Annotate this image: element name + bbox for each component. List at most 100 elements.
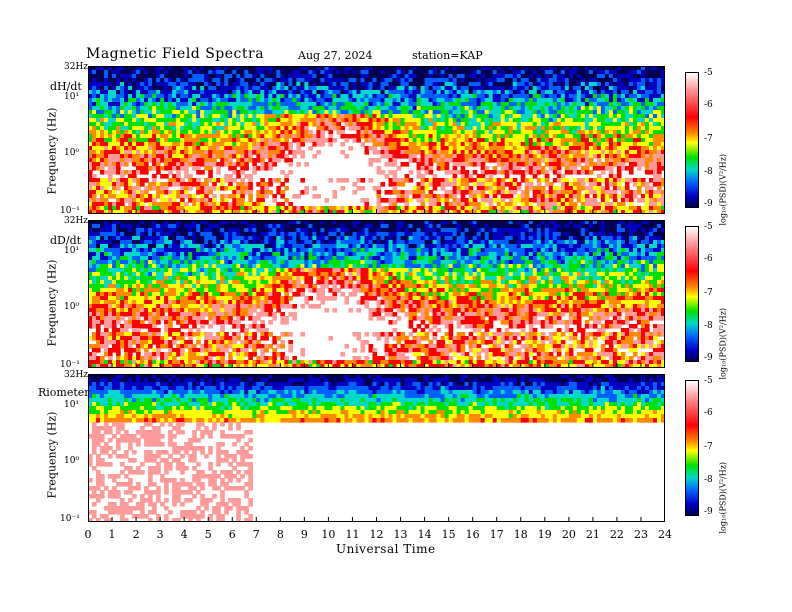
spectrogram-cell <box>208 126 213 131</box>
spectrogram-cell <box>172 122 177 127</box>
spectrogram-cell <box>100 284 105 289</box>
spectrogram-cell <box>148 158 153 163</box>
spectrogram-cell <box>88 190 93 195</box>
spectrogram-cell <box>124 122 129 127</box>
spectrogram-cell <box>280 210 285 214</box>
spectrogram-cell <box>148 138 153 143</box>
spectrogram-cell <box>248 130 253 135</box>
spectrogram-cell <box>280 170 285 175</box>
spectrogram-cell <box>536 182 542 187</box>
spectrogram-cell <box>564 198 570 203</box>
spectrogram-cell <box>512 166 518 171</box>
spectrogram-cell <box>116 252 121 257</box>
spectrogram-cell <box>552 66 558 71</box>
spectrogram-cell <box>232 66 237 71</box>
spectrogram-cell <box>340 178 346 183</box>
spectrogram-cell <box>556 114 562 119</box>
spectrogram-cell <box>288 114 293 119</box>
spectrogram-cell <box>176 126 181 131</box>
spectrogram-cell <box>232 110 237 115</box>
spectrogram-cell <box>108 332 113 337</box>
spectrogram-cell <box>268 138 273 143</box>
spectrogram-cell <box>520 174 526 179</box>
spectrogram-cell <box>112 272 117 277</box>
spectrogram-cell <box>116 348 121 353</box>
spectrogram-cell <box>548 210 554 214</box>
spectrogram-cell <box>144 130 149 135</box>
spectrogram-cell <box>592 146 598 151</box>
spectrogram-cell <box>452 86 458 91</box>
spectrogram-cell <box>268 118 273 123</box>
spectrogram-cell <box>448 150 454 155</box>
spectrogram-cell <box>272 194 277 199</box>
spectrogram-cell <box>504 194 510 199</box>
spectrogram-cell <box>196 106 201 111</box>
spectrogram-cell <box>456 66 462 71</box>
spectrogram-cell <box>180 126 185 131</box>
spectrogram-cell <box>180 98 185 103</box>
spectrogram-cell <box>532 150 538 155</box>
spectrogram-cell <box>556 122 562 127</box>
spectrogram-cell <box>628 202 634 207</box>
spectrogram-cell <box>432 178 438 183</box>
spectrogram-cell <box>600 114 606 119</box>
spectrogram-cell <box>360 94 366 99</box>
spectrogram-cell <box>584 78 590 83</box>
spectrogram-cell <box>116 316 121 321</box>
spectrogram-cell <box>244 138 249 143</box>
spectrogram-cell <box>216 102 221 107</box>
spectrogram-cell <box>112 288 117 293</box>
spectrogram-cell <box>468 210 474 214</box>
spectrogram-cell <box>384 146 390 151</box>
spectrogram-cell <box>404 102 410 107</box>
spectrogram-cell <box>328 134 334 139</box>
spectrogram-cell <box>128 178 133 183</box>
spectrogram-cell <box>440 194 446 199</box>
spectrogram-cell <box>464 86 470 91</box>
spectrogram-cell <box>608 178 614 183</box>
spectrogram-cell <box>556 94 562 99</box>
spectrogram-cell <box>264 210 269 214</box>
spectrogram-cell <box>652 138 658 143</box>
spectrogram-cell <box>340 110 346 115</box>
spectrogram-cell <box>636 82 642 87</box>
spectrogram-cell <box>164 166 169 171</box>
spectrogram-cell <box>96 256 101 261</box>
spectrogram-cell <box>348 82 354 87</box>
spectrogram-cell <box>600 110 606 115</box>
spectrogram-cell <box>348 114 354 119</box>
spectrogram-cell <box>116 118 121 123</box>
spectrogram-cell <box>604 206 610 211</box>
spectrogram-cell <box>232 198 237 203</box>
spectrogram-cell <box>320 110 326 115</box>
spectrogram-cell <box>436 102 442 107</box>
spectrogram-cell <box>464 82 470 87</box>
spectrogram-cell <box>108 324 113 329</box>
spectrogram-cell <box>296 126 301 131</box>
spectrogram-cell <box>396 150 402 155</box>
spectrogram-cell <box>292 82 297 87</box>
spectrogram-cell <box>456 210 462 214</box>
spectrogram-cell <box>520 146 526 151</box>
spectrogram-cell <box>100 232 105 237</box>
spectrogram-cell <box>156 142 161 147</box>
spectrogram-cell <box>420 74 426 79</box>
spectrogram-cell <box>176 134 181 139</box>
spectrogram-cell <box>292 154 297 159</box>
spectrogram-cell <box>260 114 265 119</box>
spectrogram-cell <box>108 170 113 175</box>
spectrogram-cell <box>124 74 129 79</box>
spectrogram-cell <box>156 102 161 107</box>
spectrogram-cell <box>324 70 330 75</box>
spectrogram-cell <box>644 194 650 199</box>
spectrogram-cell <box>384 90 390 95</box>
spectrogram-cell <box>88 224 93 229</box>
spectrogram-cell <box>476 122 482 127</box>
spectrogram-cell <box>632 86 638 91</box>
spectrogram-cell <box>376 110 382 115</box>
spectrogram-cell <box>240 66 245 71</box>
spectrogram-cell <box>484 166 490 171</box>
spectrogram-cell <box>532 142 538 147</box>
spectrogram-cell <box>412 106 418 111</box>
spectrogram-cell <box>536 178 542 183</box>
